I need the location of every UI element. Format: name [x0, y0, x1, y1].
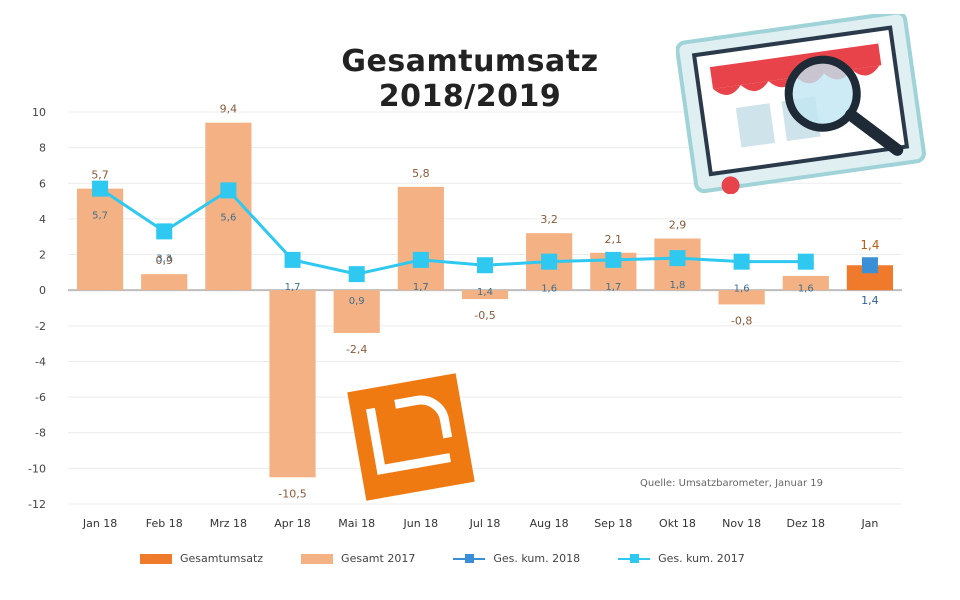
- y-tick-label: 2: [39, 249, 46, 262]
- x-tick-label: Apr 18: [274, 517, 311, 530]
- line-value-label: 1,7: [413, 282, 429, 293]
- line-value-label: 1,7: [605, 282, 621, 293]
- legend-swatch: [618, 553, 651, 563]
- online-shop-magnifier-icon: [676, 14, 926, 194]
- line-marker: [156, 223, 173, 240]
- line-value-label: 5,6: [220, 212, 236, 223]
- line-marker: [92, 180, 109, 197]
- line-marker: [477, 257, 493, 274]
- bar: [461, 290, 509, 300]
- bar-value-label: 2,1: [605, 233, 623, 246]
- bar: [269, 290, 316, 478]
- x-tick-label: Sep 18: [594, 517, 632, 530]
- line-marker: [284, 251, 301, 268]
- line-marker: [861, 257, 878, 274]
- bar: [76, 188, 124, 291]
- legend-label: Gesamt 2017: [341, 552, 416, 565]
- x-tick-label: Mrz 18: [210, 517, 247, 530]
- bar: [141, 274, 188, 291]
- line-marker: [669, 250, 686, 267]
- line-value-label: 3,3: [156, 253, 172, 264]
- legend-swatch: [301, 553, 334, 564]
- x-tick-label: Mai 18: [338, 517, 375, 530]
- line-marker: [541, 253, 558, 270]
- y-tick-label: -10: [28, 462, 46, 475]
- bar-value-label: -2,4: [346, 343, 367, 356]
- bar-value-label: -0,8: [731, 314, 752, 327]
- bar-value-label: 0,9: [155, 254, 173, 267]
- line-marker: [733, 253, 750, 270]
- bar-value-label: 3,2: [540, 213, 558, 226]
- y-tick-label: -12: [28, 498, 46, 511]
- x-tick-label: Jan 18: [82, 517, 117, 530]
- line-value-label: 1,6: [734, 284, 750, 295]
- y-tick-label: -6: [35, 391, 46, 404]
- bar: [718, 290, 765, 305]
- line-value-label: 1,8: [670, 280, 686, 291]
- y-tick-label: 8: [39, 142, 46, 155]
- legend-item-gesamtumsatz: Gesamtumsatz: [140, 552, 263, 565]
- legend-item-ges-kum-2017: Ges. kum. 2017: [618, 552, 745, 565]
- bar: [333, 290, 380, 333]
- legend-swatch: [453, 553, 486, 563]
- x-tick-label: Jun 18: [403, 517, 439, 530]
- line-value-label: 5,7: [92, 211, 108, 222]
- line-value-label: 1,6: [798, 284, 814, 295]
- legend-item-gesamt-2017: Gesamt 2017: [301, 552, 415, 565]
- x-tick-label: Okt 18: [659, 517, 696, 530]
- series-line: [99, 187, 806, 276]
- y-tick-label: -8: [35, 427, 46, 440]
- legend-label: Ges. kum. 2018: [493, 552, 581, 565]
- bar-value-label: 2,9: [669, 219, 687, 232]
- x-tick-label: Dez 18: [787, 517, 826, 530]
- chart-legend: Gesamtumsatz Gesamt 2017 Ges. kum. 2018 …: [140, 552, 745, 565]
- source-note: Quelle: Umsatzbarometer, Januar 19: [640, 478, 824, 489]
- line-marker: [605, 251, 622, 268]
- y-tick-label: -2: [35, 320, 46, 333]
- y-tick-label: 10: [32, 106, 46, 119]
- line-marker: [797, 253, 814, 270]
- legend-label: Gesamtumsatz: [180, 552, 264, 565]
- legend-swatch: [140, 553, 172, 564]
- line-value-label: 0,9: [349, 296, 365, 307]
- legend-item-ges-kum-2018: Ges. kum. 2018: [453, 552, 580, 565]
- bar-value-label: 5,7: [91, 169, 109, 182]
- line-value-label: 1,7: [285, 282, 301, 293]
- bar-value-label: 1,4: [860, 238, 879, 252]
- x-tick-label: Jan: [860, 517, 878, 530]
- y-tick-label: -4: [35, 355, 46, 368]
- bar-value-label: -10,5: [278, 487, 306, 500]
- x-tick-label: Nov 18: [722, 517, 761, 530]
- y-tick-label: 6: [39, 177, 46, 190]
- line-value-label: 1,4: [861, 294, 879, 307]
- line-value-label: 1,6: [541, 284, 557, 295]
- bar: [782, 275, 829, 291]
- x-tick-label: Aug 18: [530, 517, 569, 530]
- brand-logo: [347, 373, 475, 501]
- line-value-label: 1,4: [477, 287, 493, 298]
- bar-value-label: -0,5: [474, 309, 495, 322]
- line-marker: [220, 182, 237, 199]
- x-tick-label: Jul 18: [469, 517, 501, 530]
- legend-label: Ges. kum. 2017: [658, 552, 745, 565]
- x-tick-label: Feb 18: [146, 517, 183, 530]
- line-marker: [348, 266, 365, 283]
- y-tick-label: 4: [39, 213, 46, 226]
- bar: [397, 186, 444, 291]
- line-marker: [412, 251, 429, 268]
- y-tick-label: 0: [39, 284, 46, 297]
- bar-value-label: 5,8: [412, 167, 430, 180]
- bar-value-label: 9,4: [220, 103, 238, 116]
- chart-title: Gesamtumsatz 2018/2019: [341, 44, 599, 114]
